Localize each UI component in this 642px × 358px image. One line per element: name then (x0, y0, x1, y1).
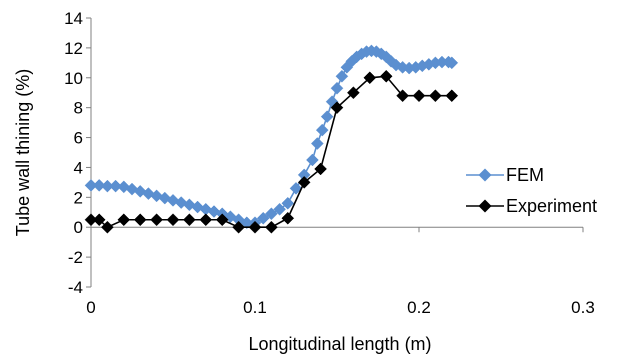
x-tick-label: 0.3 (571, 298, 595, 317)
data-point (445, 56, 459, 70)
legend: FEM Experiment (466, 165, 597, 216)
data-point (117, 213, 131, 227)
data-point (133, 213, 147, 227)
y-tick-label: 8 (74, 99, 83, 118)
data-point (412, 89, 426, 103)
data-point (150, 213, 163, 227)
data-point (101, 220, 114, 234)
y-tick-label: 2 (74, 188, 83, 207)
data-point (330, 81, 344, 95)
data-point (347, 86, 360, 100)
y-tick-label: 14 (64, 9, 83, 28)
y-tick-label: 10 (64, 69, 83, 88)
data-point (265, 207, 278, 221)
data-point (330, 101, 344, 115)
series-fem (84, 44, 459, 230)
data-point (158, 191, 172, 205)
data-point (215, 213, 229, 227)
data-point (363, 71, 377, 85)
axes (86, 17, 584, 288)
data-point (289, 182, 303, 195)
x-tick-label: 0.1 (243, 298, 267, 317)
data-point (396, 89, 409, 103)
data-point (174, 196, 188, 209)
data-point (92, 179, 106, 192)
data-point (232, 220, 245, 234)
data-point (166, 213, 180, 227)
data-point (125, 182, 139, 196)
data-point (256, 211, 270, 225)
series-line (91, 75, 452, 229)
data-point (248, 220, 262, 234)
y-tick-label: 0 (74, 218, 83, 237)
x-tick-label: 0 (86, 298, 95, 317)
y-tick-label: 4 (74, 158, 83, 177)
data-point (445, 89, 459, 103)
y-axis-label: Tube wall thining (%) (13, 69, 33, 236)
data-point (150, 189, 163, 203)
legend-label: Experiment (506, 196, 597, 216)
data-point (92, 213, 106, 227)
data-point (133, 185, 147, 198)
legend-item-experiment: Experiment (466, 196, 597, 216)
legend-marker (478, 199, 492, 213)
data-point (320, 110, 334, 123)
data-point (315, 123, 329, 137)
data-point (297, 176, 311, 189)
series-line (91, 50, 452, 224)
data-point (314, 162, 327, 176)
data-point (379, 69, 393, 83)
data-point (379, 50, 393, 64)
series-layer (84, 44, 459, 234)
data-point (109, 179, 122, 193)
y-tick-label: -4 (68, 278, 83, 297)
data-point (183, 198, 196, 212)
data-point (384, 54, 398, 68)
legend-item-fem: FEM (466, 165, 544, 185)
data-point (306, 153, 319, 167)
data-point (281, 196, 295, 210)
x-axis-label: Longitudinal length (m) (248, 334, 431, 354)
data-point (265, 220, 278, 234)
x-tick-labels: 0 0.1 0.2 0.3 (86, 298, 595, 317)
data-point (207, 205, 221, 218)
data-point (335, 69, 349, 83)
data-point (310, 137, 324, 150)
data-point (183, 213, 196, 227)
data-point (429, 89, 442, 103)
series-experiment (84, 69, 459, 234)
legend-label: FEM (506, 165, 544, 185)
x-tick-label: 0.2 (407, 298, 431, 317)
y-tick-label: -2 (68, 248, 83, 267)
data-point (199, 213, 213, 227)
data-point (273, 202, 286, 216)
data-point (281, 211, 295, 225)
legend-marker (478, 168, 492, 182)
y-tick-label: 6 (74, 129, 83, 148)
y-tick-label: 12 (64, 39, 83, 58)
y-tick-labels: -4 -2 0 2 4 6 8 10 12 14 (64, 9, 83, 297)
